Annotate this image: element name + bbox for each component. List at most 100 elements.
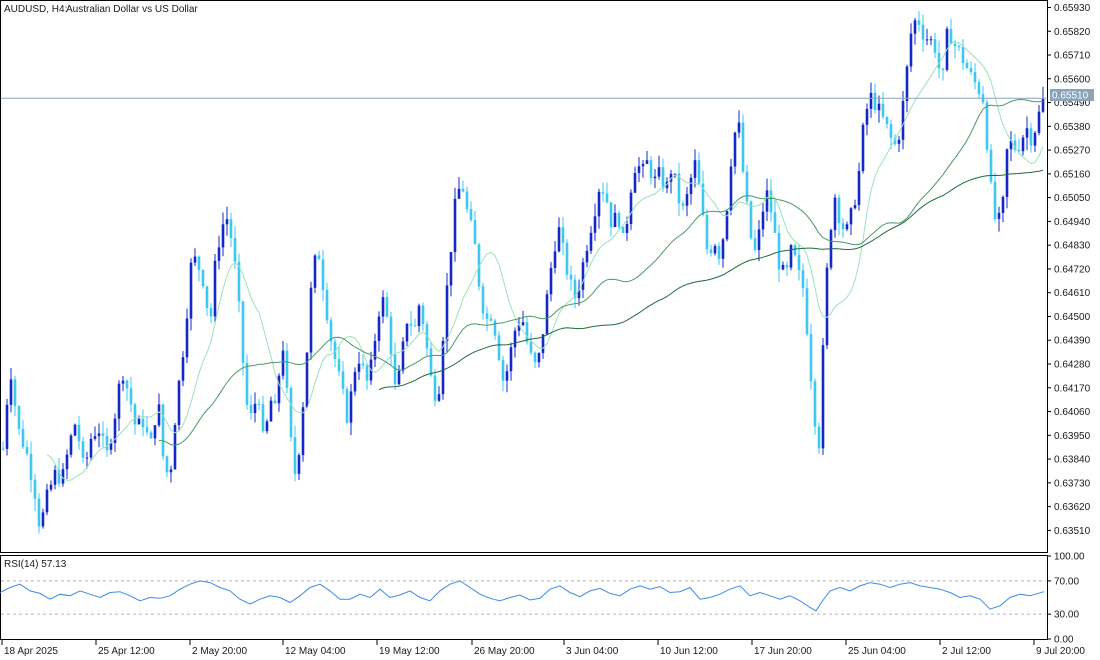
candle-body bbox=[577, 289, 581, 299]
candle-body bbox=[145, 427, 149, 433]
candle-body bbox=[485, 313, 489, 319]
candle-body bbox=[545, 294, 549, 335]
y-axis-label: 0.64610 bbox=[1054, 288, 1091, 299]
candle-body bbox=[877, 103, 881, 111]
candle-body bbox=[109, 443, 113, 450]
y-axis-label: 0.65710 bbox=[1054, 51, 1091, 62]
candle-body bbox=[809, 334, 813, 382]
candle-body bbox=[273, 400, 277, 404]
candle-body bbox=[245, 362, 249, 405]
candle-body bbox=[973, 72, 977, 83]
candle-body bbox=[745, 171, 749, 202]
y-axis-label: 0.65600 bbox=[1054, 74, 1091, 85]
candle-body bbox=[397, 370, 401, 385]
candle-body bbox=[821, 345, 825, 449]
candle-body bbox=[653, 176, 657, 179]
candle-body bbox=[465, 191, 469, 210]
candle-body bbox=[213, 260, 217, 317]
y-axis-label: 0.63730 bbox=[1054, 478, 1091, 489]
candle-body bbox=[605, 193, 609, 203]
candle-body bbox=[633, 172, 637, 193]
candle-body bbox=[409, 323, 413, 326]
candle-body bbox=[1025, 128, 1029, 138]
candle-body bbox=[613, 212, 617, 228]
candle-body bbox=[221, 224, 225, 248]
candle-body bbox=[141, 418, 145, 428]
candle-body bbox=[45, 489, 49, 513]
candle-body bbox=[449, 252, 453, 286]
candle-body bbox=[617, 212, 621, 227]
x-axis-label: 19 May 12:00 bbox=[379, 646, 440, 657]
candle-body bbox=[741, 122, 745, 172]
candle-body bbox=[969, 68, 973, 73]
candle-body bbox=[121, 380, 125, 384]
candle-body bbox=[189, 262, 193, 319]
candle-body bbox=[1009, 140, 1013, 150]
candle-body bbox=[561, 227, 565, 243]
candle-body bbox=[1021, 137, 1025, 152]
candle-body bbox=[97, 433, 101, 437]
candle-body bbox=[649, 160, 653, 179]
candle-body bbox=[1037, 111, 1041, 133]
y-axis-label: 0.64720 bbox=[1054, 264, 1091, 275]
candle-body bbox=[233, 237, 237, 262]
candle-body bbox=[301, 407, 305, 456]
candle-body bbox=[513, 330, 517, 348]
candle-body bbox=[53, 470, 57, 485]
candle-body bbox=[173, 425, 177, 470]
y-axis-label: 0.64940 bbox=[1054, 217, 1091, 228]
candle-body bbox=[1017, 149, 1021, 152]
candle-body bbox=[401, 341, 405, 371]
candle-body bbox=[989, 149, 993, 182]
candle-body bbox=[309, 287, 313, 353]
candle-body bbox=[709, 249, 713, 254]
candle-body bbox=[581, 262, 585, 290]
candle-body bbox=[825, 267, 829, 346]
axis-layer: 0.65930 0.65820 0.65710 0.65600 0.65490 0.653… bbox=[1, 3, 1091, 657]
price-tag-box bbox=[1050, 89, 1094, 101]
candle-body bbox=[717, 246, 721, 259]
candle-body bbox=[713, 246, 717, 254]
candle-body bbox=[781, 264, 785, 270]
candle-body bbox=[77, 424, 81, 442]
candle-body bbox=[161, 404, 165, 457]
candle-body bbox=[417, 305, 421, 327]
candle-body bbox=[341, 371, 345, 390]
y-axis-label: 0.64280 bbox=[1054, 360, 1091, 371]
candle-body bbox=[697, 160, 701, 184]
candle-body bbox=[637, 166, 641, 173]
candle-body bbox=[461, 188, 465, 192]
candle-body bbox=[209, 307, 213, 317]
rsi-axis-label: 70.00 bbox=[1054, 576, 1079, 587]
candle-body bbox=[269, 400, 273, 422]
candle-body bbox=[413, 325, 417, 327]
candle-body bbox=[797, 255, 801, 271]
y-axis-label: 0.65490 bbox=[1054, 98, 1091, 109]
candle-body bbox=[93, 436, 97, 439]
candle-body bbox=[157, 404, 161, 426]
candle-body bbox=[501, 359, 505, 381]
candle-body bbox=[9, 379, 13, 405]
candle-body bbox=[137, 418, 141, 425]
candle-body bbox=[701, 183, 705, 215]
candle-body bbox=[957, 46, 961, 48]
candle-body bbox=[49, 484, 53, 490]
candle-body bbox=[805, 288, 809, 335]
candle-body bbox=[149, 432, 153, 439]
candle-body bbox=[65, 454, 69, 470]
candle-body bbox=[285, 350, 289, 388]
candle-body bbox=[985, 102, 989, 150]
candle-body bbox=[101, 433, 105, 436]
candle-body bbox=[589, 232, 593, 251]
x-axis-label: 25 Jun 04:00 bbox=[848, 646, 906, 657]
candle-body bbox=[205, 286, 209, 308]
candle-body bbox=[17, 406, 21, 429]
candle-body bbox=[237, 261, 241, 302]
rsi-axis-label: 100.00 bbox=[1054, 552, 1085, 563]
candle-body bbox=[117, 383, 121, 419]
candle-body bbox=[37, 498, 41, 527]
candle-body bbox=[441, 340, 445, 395]
candle-body bbox=[761, 211, 765, 230]
y-axis-label: 0.64390 bbox=[1054, 336, 1091, 347]
